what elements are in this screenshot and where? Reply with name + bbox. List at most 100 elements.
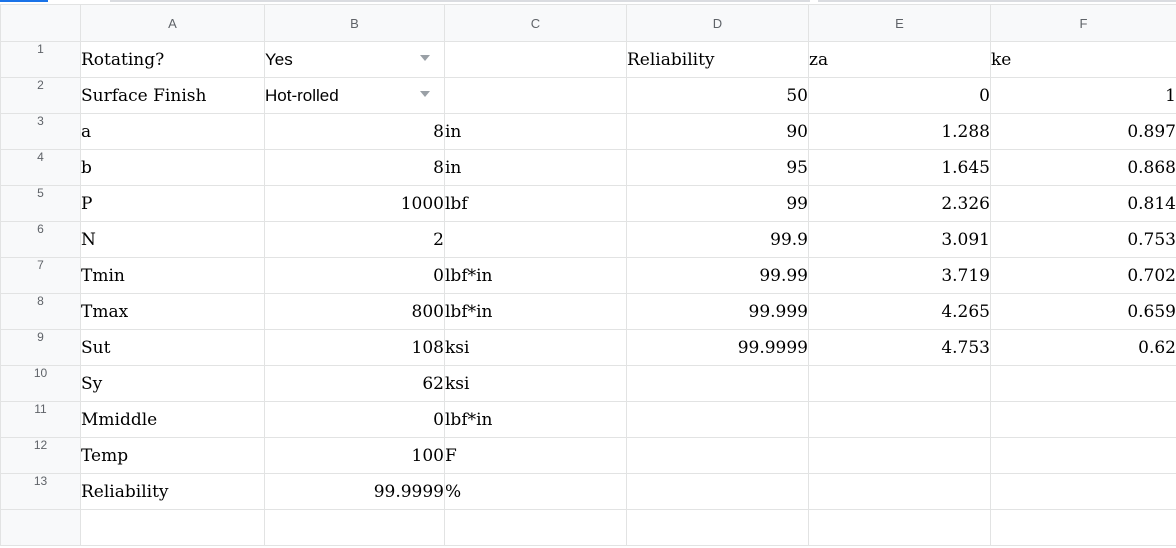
cell-a9[interactable]: Sut [80,329,265,366]
cell-c7[interactable]: lbf*in [444,257,627,294]
row-header[interactable]: 13 [0,473,81,510]
cell-c3[interactable]: in [444,113,627,150]
cell-f7[interactable]: 0.702 [990,257,1176,294]
cell-f4[interactable]: 0.868 [990,149,1176,186]
row-header[interactable]: 10 [0,365,81,402]
cell-e7[interactable]: 3.719 [808,257,991,294]
cell-a7[interactable]: Tmin [80,257,265,294]
cell-e5[interactable]: 2.326 [808,185,991,222]
cell-d13[interactable] [626,473,809,510]
row-header[interactable]: 9 [0,329,81,366]
cell-a3[interactable]: a [80,113,265,150]
cell-a8[interactable]: Tmax [80,293,265,330]
cell-f9[interactable]: 0.62 [990,329,1176,366]
cell-e11[interactable] [808,401,991,438]
column-header-c[interactable]: C [444,4,627,42]
column-header-b[interactable]: B [264,4,445,42]
cell-d1[interactable]: Reliability [626,41,809,78]
column-header-d[interactable]: D [626,4,809,42]
cell-d12[interactable] [626,437,809,474]
cell-f6[interactable]: 0.753 [990,221,1176,258]
cell-c10[interactable]: ksi [444,365,627,402]
cell-d10[interactable] [626,365,809,402]
cell-e2[interactable]: 0 [808,77,991,114]
row-header[interactable]: 11 [0,401,81,438]
cell-a11[interactable]: Mmiddle [80,401,265,438]
cell-empty[interactable] [808,509,991,546]
cell-d7[interactable]: 99.99 [626,257,809,294]
cell-empty[interactable] [80,509,265,546]
cell-c12[interactable]: F [444,437,627,474]
cell-f2[interactable]: 1 [990,77,1176,114]
cell-empty[interactable] [626,509,809,546]
cell-f8[interactable]: 0.659 [990,293,1176,330]
cell-c6[interactable] [444,221,627,258]
cell-empty[interactable] [990,509,1176,546]
dropdown-cell-b1[interactable]: Yes [264,41,445,78]
cell-b12[interactable]: 100 [264,437,445,474]
cell-c1[interactable] [444,41,627,78]
cell-d8[interactable]: 99.999 [626,293,809,330]
cell-e8[interactable]: 4.265 [808,293,991,330]
cell-empty[interactable] [444,509,627,546]
cell-b11[interactable]: 0 [264,401,445,438]
cell-a1[interactable]: Rotating? [80,41,265,78]
cell-d6[interactable]: 99.9 [626,221,809,258]
cell-e9[interactable]: 4.753 [808,329,991,366]
cell-a12[interactable]: Temp [80,437,265,474]
cell-b8[interactable]: 800 [264,293,445,330]
cell-b10[interactable]: 62 [264,365,445,402]
cell-d5[interactable]: 99 [626,185,809,222]
cell-e3[interactable]: 1.288 [808,113,991,150]
chevron-down-icon[interactable] [420,55,430,61]
cell-b5[interactable]: 1000 [264,185,445,222]
row-header[interactable]: 3 [0,113,81,150]
cell-f3[interactable]: 0.897 [990,113,1176,150]
row-header[interactable]: 8 [0,293,81,330]
cell-e13[interactable] [808,473,991,510]
row-header[interactable]: 5 [0,185,81,222]
cell-e4[interactable]: 1.645 [808,149,991,186]
cell-a2[interactable]: Surface Finish [80,77,265,114]
row-header[interactable]: 12 [0,437,81,474]
cell-f10[interactable] [990,365,1176,402]
select-all-corner[interactable] [0,4,81,42]
row-header[interactable] [0,509,81,546]
cell-d9[interactable]: 99.9999 [626,329,809,366]
row-header[interactable]: 1 [0,41,81,78]
cell-b7[interactable]: 0 [264,257,445,294]
cell-b3[interactable]: 8 [264,113,445,150]
cell-a6[interactable]: N [80,221,265,258]
column-header-e[interactable]: E [808,4,991,42]
column-header-f[interactable]: F [990,4,1176,42]
cell-a13[interactable]: Reliability [80,473,265,510]
cell-c4[interactable]: in [444,149,627,186]
cell-e12[interactable] [808,437,991,474]
cell-b4[interactable]: 8 [264,149,445,186]
cell-f12[interactable] [990,437,1176,474]
row-header[interactable]: 7 [0,257,81,294]
row-header[interactable]: 2 [0,77,81,114]
dropdown-cell-b2[interactable]: Hot-rolled [264,77,445,114]
cell-a4[interactable]: b [80,149,265,186]
cell-f1[interactable]: ke [990,41,1176,78]
cell-a10[interactable]: Sy [80,365,265,402]
cell-c11[interactable]: lbf*in [444,401,627,438]
cell-f11[interactable] [990,401,1176,438]
cell-e1[interactable]: za [808,41,991,78]
cell-d3[interactable]: 90 [626,113,809,150]
cell-e10[interactable] [808,365,991,402]
cell-d11[interactable] [626,401,809,438]
cell-c13[interactable]: % [444,473,627,510]
cell-d4[interactable]: 95 [626,149,809,186]
cell-b6[interactable]: 2 [264,221,445,258]
cell-c9[interactable]: ksi [444,329,627,366]
cell-f5[interactable]: 0.814 [990,185,1176,222]
cell-c2[interactable] [444,77,627,114]
cell-d2[interactable]: 50 [626,77,809,114]
cell-f13[interactable] [990,473,1176,510]
cell-b9[interactable]: 108 [264,329,445,366]
column-header-a[interactable]: A [80,4,265,42]
row-header[interactable]: 6 [0,221,81,258]
chevron-down-icon[interactable] [420,91,430,97]
